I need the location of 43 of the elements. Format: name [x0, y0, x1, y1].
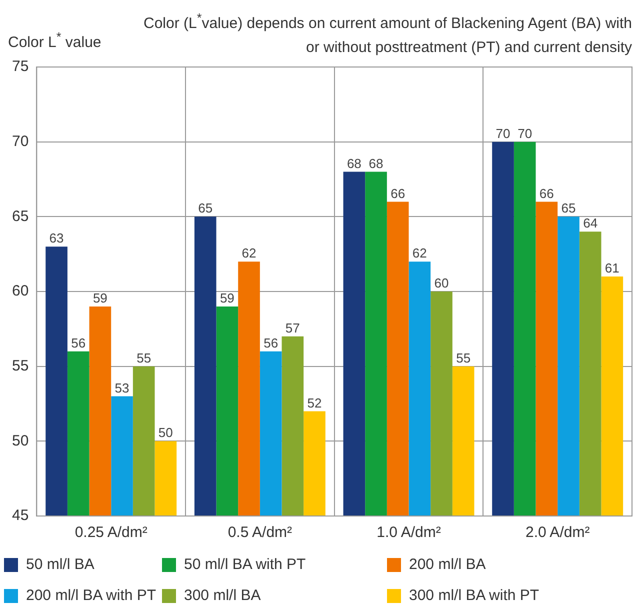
x-tick-label: 0.5 A/dm² — [228, 524, 292, 542]
data-label: 52 — [307, 395, 322, 410]
data-label: 66 — [539, 186, 554, 201]
legend-label: 50 ml/l BA with PT — [184, 556, 306, 573]
data-label: 70 — [496, 126, 510, 141]
legend-label: 200 ml/l BA — [409, 556, 486, 573]
data-label: 53 — [114, 380, 130, 396]
y-tick-label: 65 — [12, 208, 29, 225]
data-label: 68 — [346, 156, 362, 171]
data-label: 56 — [71, 335, 86, 350]
data-label: 66 — [390, 186, 406, 201]
y-tick-label: 45 — [12, 507, 29, 524]
legend-label: 50 ml/l BA — [26, 556, 94, 573]
data-label: 55 — [136, 350, 152, 366]
data-label: 70 — [518, 126, 532, 141]
data-label: 61 — [604, 260, 620, 276]
data-label: 60 — [434, 276, 449, 291]
y-tick-label: 55 — [12, 357, 29, 374]
data-label: 56 — [264, 335, 278, 350]
data-label: 65 — [198, 200, 213, 216]
legend-label: 300 ml/l BA with PT — [409, 587, 540, 604]
data-label: 62 — [412, 246, 427, 261]
chart-title: Color (L$^{*}$value) depends on current amount of Blackening Agent (BA) with or without posttreatment (PT) and current density — [142, 10, 632, 58]
y-axis-title: Color L$^{*}$ value — [8, 30, 102, 51]
x-tick-label: 0.25 A/dm² — [74, 524, 148, 542]
data-label: 63 — [49, 230, 64, 246]
legend-label: 300 ml/l BA — [184, 587, 261, 604]
data-label: 55 — [456, 350, 471, 366]
y-tick-label: 50 — [12, 432, 29, 450]
data-label: 68 — [368, 156, 384, 171]
data-label: 59 — [92, 290, 108, 306]
x-tick-label: 1.0 A/dm² — [376, 524, 441, 542]
data-label: 64 — [583, 216, 598, 231]
data-label: 65 — [561, 200, 576, 216]
data-label: 59 — [220, 290, 234, 306]
y-tick-label: 60 — [12, 282, 29, 300]
data-label: 62 — [242, 246, 256, 261]
y-tick-label: 70 — [12, 132, 29, 150]
legend-label: 200 ml/l BA with PT — [26, 587, 156, 604]
y-tick-label: 75 — [12, 58, 29, 76]
data-label: 50 — [158, 425, 173, 440]
data-label: 57 — [285, 320, 300, 336]
x-tick-label: 2.0 A/dm² — [525, 524, 590, 542]
